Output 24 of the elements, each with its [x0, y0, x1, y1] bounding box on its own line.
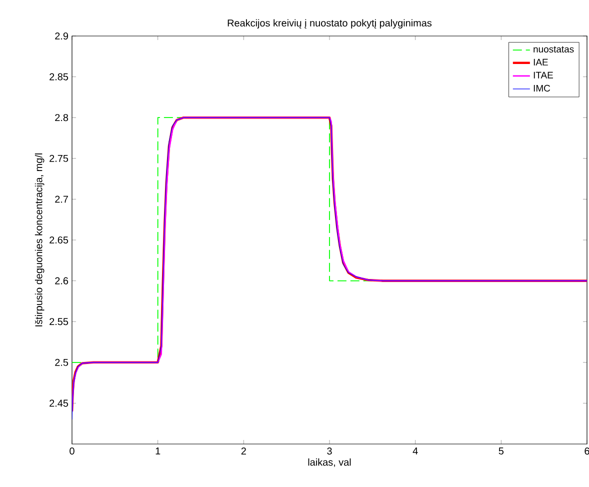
- y-tick-label: 2.7: [55, 196, 68, 203]
- legend-label: nuostatas: [534, 46, 574, 53]
- y-tick-label: 2.45: [50, 400, 68, 407]
- x-tick-label: 6: [584, 448, 589, 455]
- y-tick-label: 2.65: [50, 236, 68, 244]
- y-tick-label: 2.9: [55, 32, 68, 40]
- y-tick-label: 2.6: [55, 277, 68, 284]
- y-tick-label: 2.85: [50, 73, 68, 80]
- y-tick-label: 2.8: [55, 114, 68, 122]
- x-tick-label: 1: [156, 448, 160, 454]
- legend-label: IAE: [534, 58, 548, 66]
- y-axis-title: Ištirpusio deguonies koncentracija, mg/l: [34, 153, 44, 326]
- x-axis-title: laikas, val: [308, 458, 351, 467]
- legend-label: ITAE: [534, 72, 553, 78]
- y-tick-label: 2.55: [50, 318, 68, 326]
- x-tick-label: 2: [241, 448, 246, 454]
- chart-title: Reakcijos kreivių į nuostato pokytį palyginimas: [228, 19, 432, 29]
- legend-label: IMC: [534, 84, 550, 92]
- x-tick-label: 5: [498, 448, 504, 454]
- y-tick-label: 2.5: [55, 358, 68, 366]
- x-tick-label: 4: [412, 448, 418, 454]
- x-tick-label: 3: [327, 448, 332, 455]
- x-tick-label: 0: [70, 448, 74, 455]
- y-tick-label: 2.75: [50, 154, 68, 162]
